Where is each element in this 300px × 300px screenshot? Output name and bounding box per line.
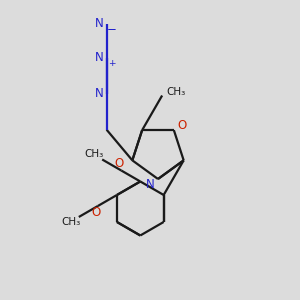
Text: N: N <box>95 87 104 100</box>
Text: CH₃: CH₃ <box>61 217 80 227</box>
Text: O: O <box>115 157 124 170</box>
Text: CH₃: CH₃ <box>167 86 186 97</box>
Text: N: N <box>146 178 154 190</box>
Text: N: N <box>95 51 104 64</box>
Text: −: − <box>107 23 116 36</box>
Text: N: N <box>95 17 104 30</box>
Text: +: + <box>108 59 116 68</box>
Text: CH₃: CH₃ <box>85 149 104 160</box>
Text: O: O <box>177 119 187 132</box>
Text: O: O <box>91 206 101 220</box>
